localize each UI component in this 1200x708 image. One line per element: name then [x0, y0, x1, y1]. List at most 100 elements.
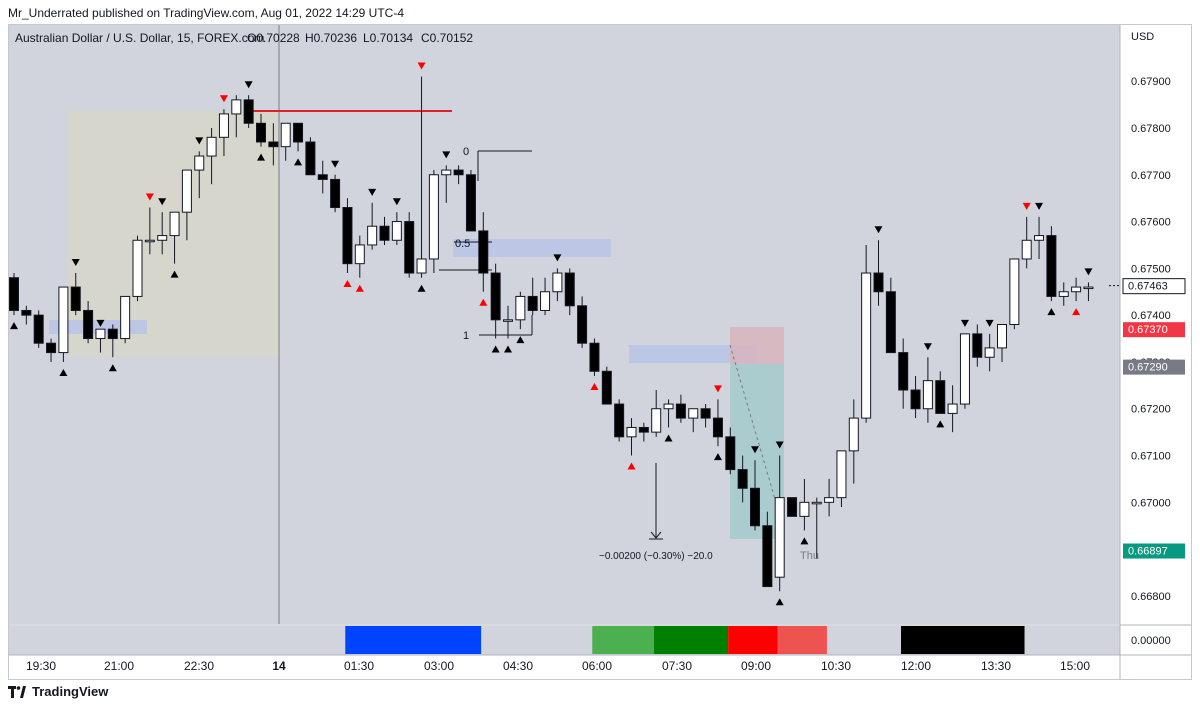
candle-body — [959, 333, 970, 405]
candle — [169, 211, 180, 264]
candle — [1071, 277, 1082, 302]
candle — [861, 244, 872, 423]
candle — [787, 497, 798, 517]
candle — [1083, 282, 1094, 302]
candle — [552, 268, 563, 302]
price-badge-bg — [1122, 278, 1186, 295]
candle-body — [21, 309, 32, 316]
candle-body — [799, 501, 810, 517]
candle-body — [132, 239, 143, 297]
candle-body — [478, 230, 489, 274]
candle-body — [737, 469, 748, 489]
candle — [750, 460, 760, 531]
signal-marker — [331, 160, 340, 168]
candle — [589, 338, 600, 376]
candle — [799, 478, 810, 531]
signal-marker — [590, 382, 599, 390]
candle — [46, 338, 57, 362]
signal-marker — [713, 453, 722, 461]
candle — [984, 333, 995, 372]
candle — [811, 497, 822, 559]
candle — [997, 324, 1007, 362]
signal-marker — [257, 153, 265, 161]
candle-body — [712, 417, 723, 438]
fib-label-half: 0.5 — [455, 238, 470, 250]
indicator-segment — [728, 626, 778, 654]
candle-body — [194, 155, 205, 171]
signal-marker — [219, 95, 228, 103]
candle-body — [83, 309, 94, 340]
candle-body — [46, 342, 57, 354]
candle-body — [997, 324, 1007, 349]
time-tick-label: 21:00 — [104, 659, 134, 673]
candle — [280, 122, 291, 161]
candle — [83, 301, 94, 344]
price-badge-label: 0.67290 — [1128, 362, 1168, 374]
time-tick-label: 15:00 — [1060, 659, 1090, 673]
candle — [354, 235, 365, 278]
candle — [256, 113, 266, 147]
candle — [651, 390, 662, 437]
candle — [577, 296, 588, 348]
candle — [95, 328, 106, 353]
candle-body — [898, 352, 909, 391]
candle-body — [750, 487, 760, 527]
candle — [601, 366, 612, 405]
signal-marker — [368, 188, 377, 196]
candle — [293, 122, 304, 152]
candle — [564, 268, 575, 316]
candle — [762, 511, 773, 588]
candlestick-chart[interactable]: 0 0.5 1 −0.00200 (−0.30%) −20.0 Thu 0.67… — [9, 25, 1191, 679]
candle — [465, 170, 476, 232]
price-tick-label: 0.67000 — [1131, 497, 1171, 509]
candle-body — [614, 403, 625, 438]
candle — [330, 174, 341, 213]
candle — [243, 95, 254, 128]
candle — [959, 333, 970, 409]
signal-marker — [355, 284, 364, 292]
candle-body — [367, 225, 378, 246]
candle-body — [120, 295, 131, 340]
signal-marker — [96, 319, 105, 327]
price-tick-label: 0.67800 — [1131, 123, 1171, 135]
candle — [922, 357, 933, 423]
candle-body — [354, 244, 365, 265]
signal-marker — [244, 81, 253, 89]
candle — [910, 375, 921, 419]
signal-marker — [170, 270, 179, 278]
candle — [107, 324, 118, 358]
price-badge: 0.67290 — [1123, 359, 1185, 375]
zone-blue-3 — [629, 345, 757, 363]
candle — [206, 127, 217, 185]
time-tick-label: 07:30 — [662, 659, 692, 673]
candle-body — [589, 342, 600, 372]
candle-body — [552, 272, 563, 293]
time-tick-label: 22:30 — [184, 659, 214, 673]
candle — [737, 455, 748, 503]
candle — [700, 404, 711, 428]
indicator-segment — [345, 626, 482, 654]
candle — [181, 169, 192, 241]
signal-marker — [713, 385, 722, 393]
time-tick-label: 13:30 — [981, 659, 1011, 673]
candle-body — [9, 277, 19, 311]
price-badge-bg — [1123, 543, 1185, 559]
time-tick-label: 10:30 — [821, 659, 851, 673]
candle — [391, 212, 402, 245]
price-tick-label: 0.67400 — [1131, 310, 1171, 322]
signal-marker — [1035, 202, 1044, 210]
candle-body — [330, 178, 341, 209]
signal-marker — [627, 462, 636, 470]
indicator-segment — [901, 626, 1025, 654]
candle — [725, 427, 736, 475]
footer-brand: TradingView — [8, 684, 108, 699]
candle-body — [787, 497, 798, 517]
candle — [972, 324, 983, 367]
signal-marker — [71, 259, 80, 267]
candle — [268, 123, 279, 166]
candle-body — [441, 169, 452, 176]
signal-marker — [775, 441, 784, 449]
signal-marker — [1072, 308, 1081, 316]
price-badge: 0.67463 — [1109, 278, 1186, 295]
candle — [218, 109, 229, 157]
